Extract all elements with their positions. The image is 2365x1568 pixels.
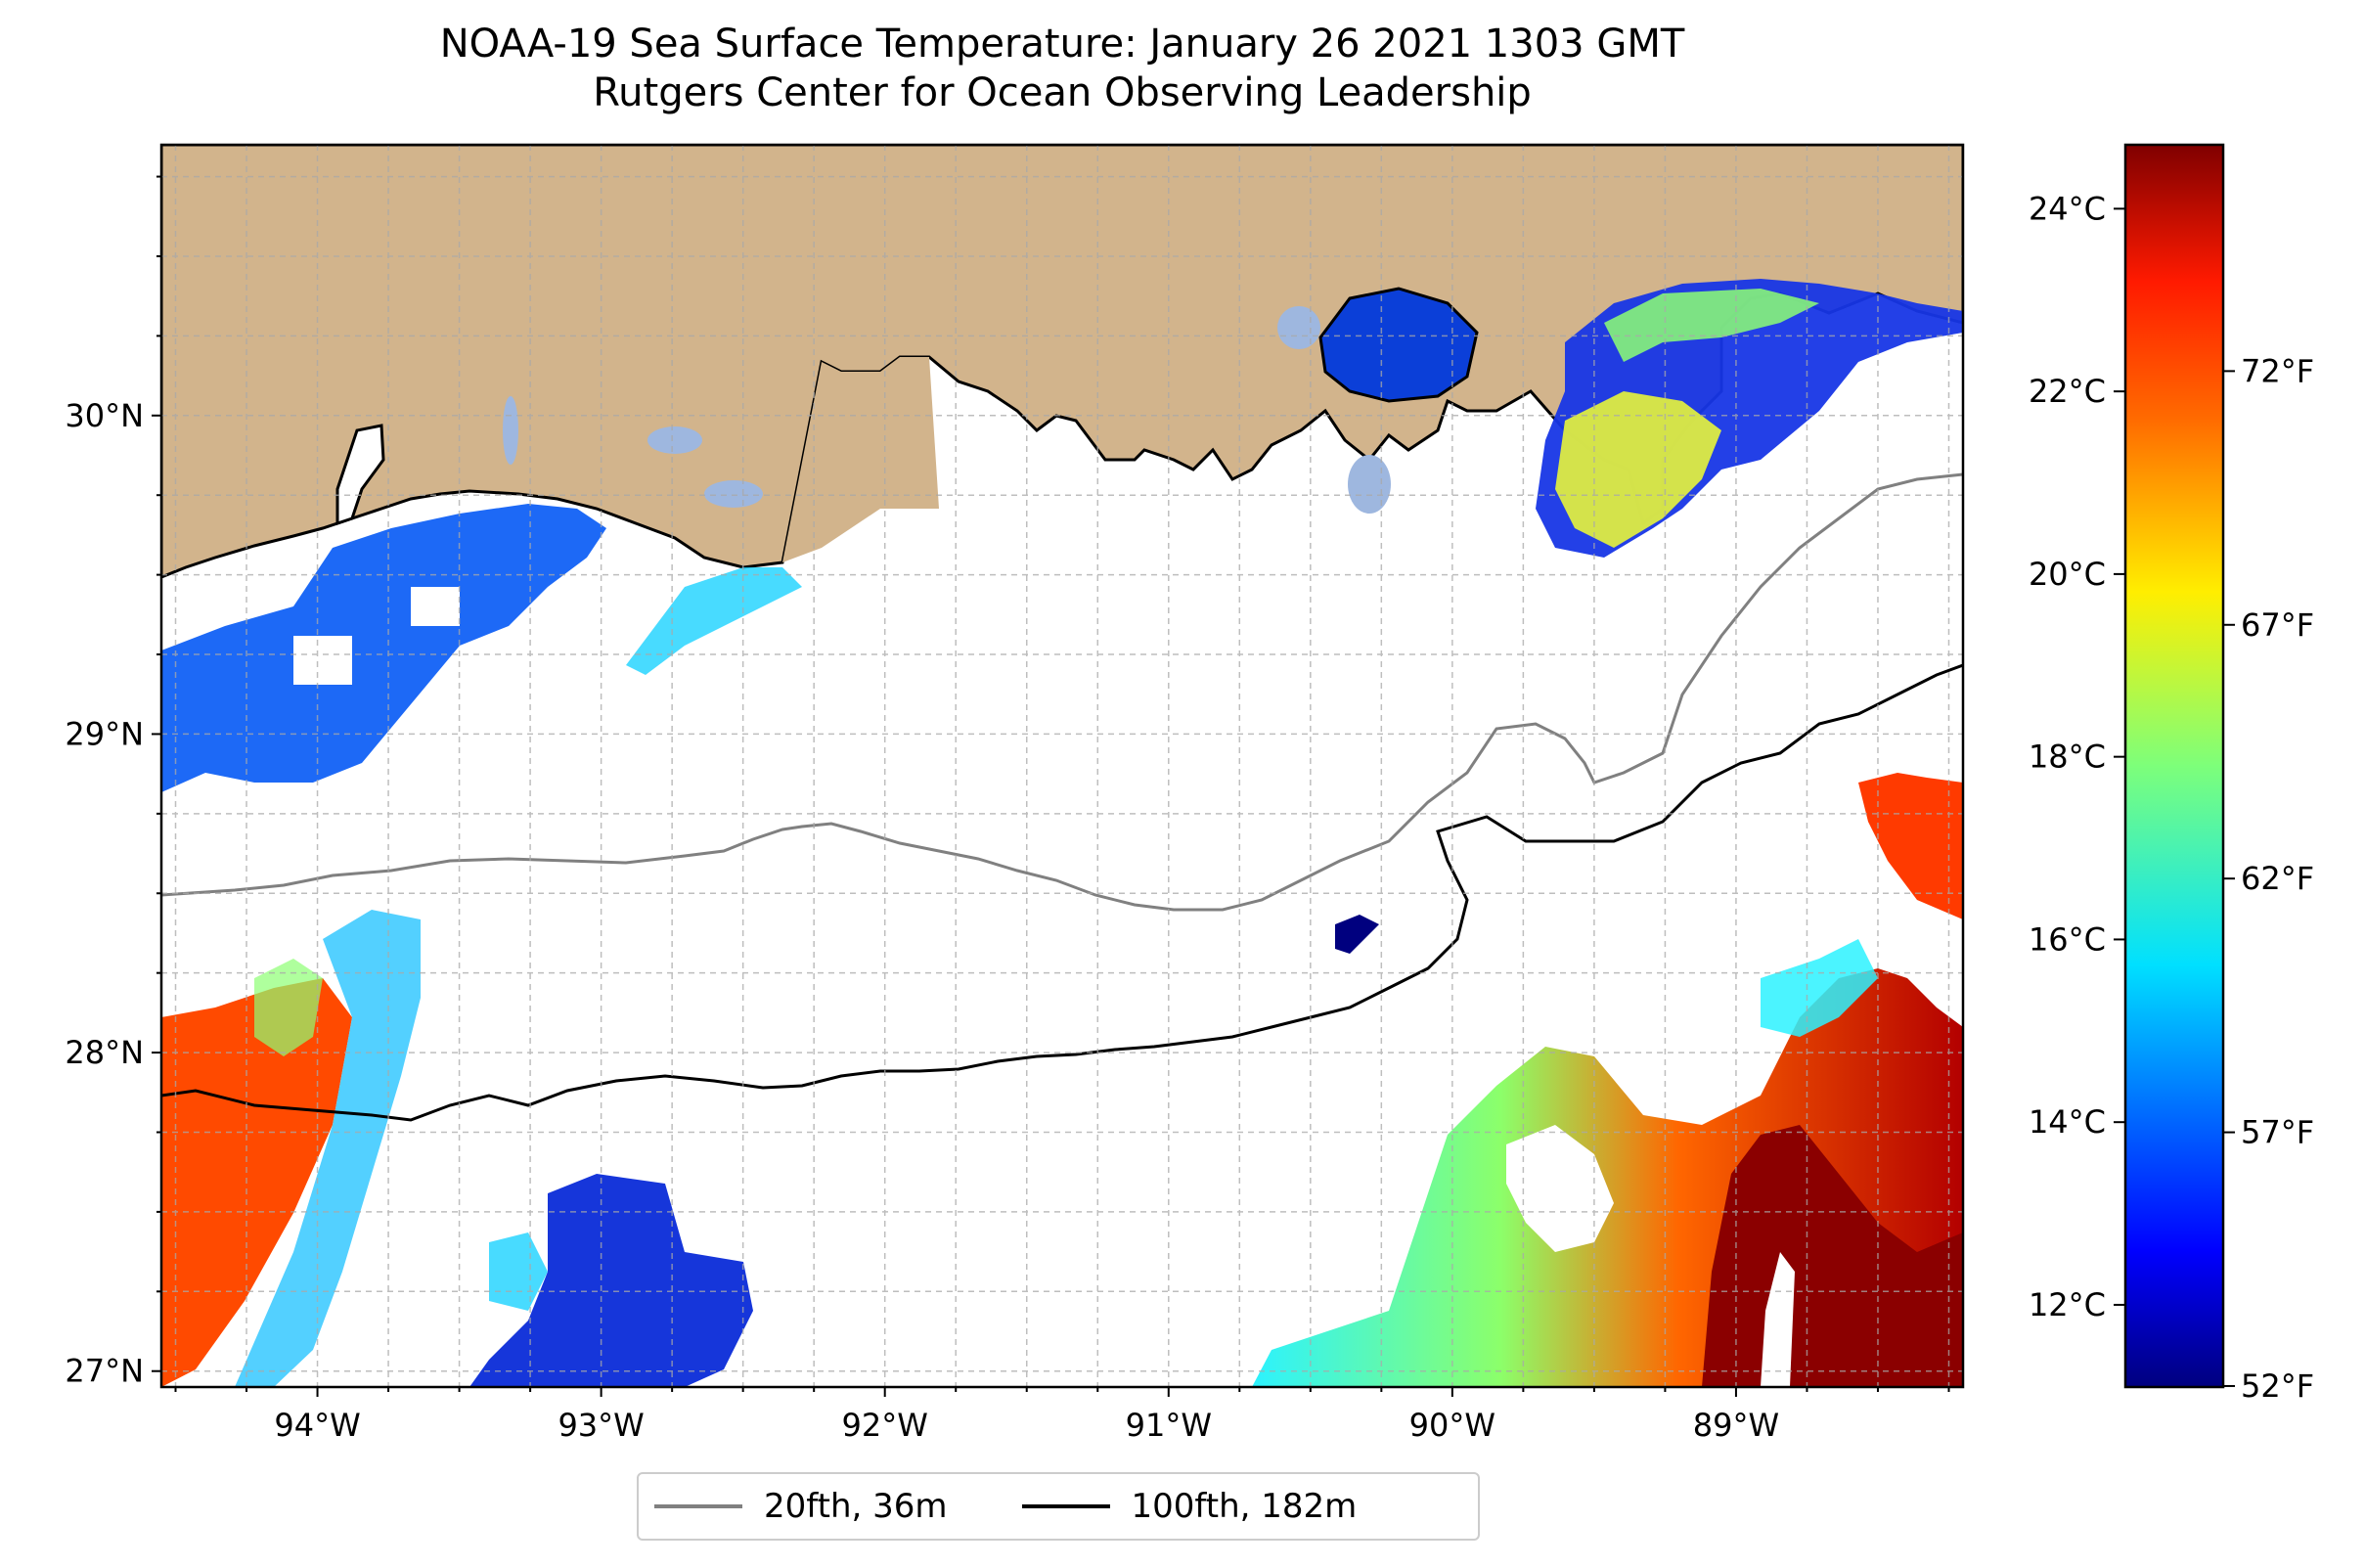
lon-tick-label: 89°W: [1693, 1407, 1779, 1444]
sst-west-coastal: [161, 504, 606, 792]
colorbar-celsius-axis: 12°C 14°C 16°C 18°C 20°C 22°C 24°C: [2029, 190, 2125, 1323]
latitude-axis: 27°N 28°N 29°N 30°N: [65, 175, 161, 1390]
colorbar-fahrenheit-label: 62°F: [2241, 860, 2314, 897]
lake-salvador: [1348, 455, 1391, 514]
colorbar-fahrenheit-label: 57°F: [2241, 1114, 2314, 1151]
isobath-legend: 20fth, 36m 100fth, 182m: [637, 1472, 1480, 1541]
sst-east-edge-warm: [1858, 773, 1963, 919]
sst-west-gap-1: [293, 636, 352, 685]
sst-south-central: [469, 1174, 753, 1387]
colorbar-celsius-label: 12°C: [2029, 1286, 2106, 1323]
lat-tick-label: 28°N: [65, 1034, 144, 1071]
lake-white: [704, 480, 763, 508]
title-line-2: Rutgers Center for Ocean Observing Leade…: [593, 70, 1532, 115]
sst-west-coastal-cyan: [626, 567, 802, 675]
lon-tick-label: 93°W: [558, 1407, 644, 1444]
sabine-lake: [335, 424, 385, 526]
graticule: [161, 145, 1963, 1387]
sst-east-edge-cyan: [1761, 939, 1878, 1037]
lon-tick-label: 90°W: [1409, 1407, 1495, 1444]
lat-tick-label: 30°N: [65, 397, 144, 434]
lake-calcasieu: [503, 396, 518, 465]
sst-southeast-gap: [1761, 1252, 1795, 1387]
sst-southwest-mixed: [235, 910, 421, 1387]
sst-west-gap-2: [411, 587, 460, 626]
colorbar-celsius-label: 20°C: [2029, 556, 2106, 593]
legend-entry-100fth: 100fth, 182m: [1006, 1487, 1358, 1526]
sst-southwest-green: [254, 959, 323, 1056]
map-frame: [159, 143, 1965, 1389]
colorbar-fahrenheit-label: 67°F: [2241, 606, 2314, 644]
map-area: [161, 145, 1963, 1387]
lon-tick-label: 94°W: [274, 1407, 360, 1444]
colorbar-celsius-label: 24°C: [2029, 190, 2106, 227]
colorbar-celsius-label: 18°C: [2029, 739, 2106, 776]
longitude-axis: 94°W 93°W 92°W 91°W 90°W 89°W: [174, 1387, 1950, 1444]
lake-pontchartrain: [1318, 287, 1479, 403]
sst-southeast-hole: [1506, 1125, 1614, 1252]
lon-tick-label: 91°W: [1126, 1407, 1212, 1444]
sst-east-yellow: [1555, 391, 1721, 548]
legend-label-100fth: 100fth, 182m: [1131, 1487, 1358, 1526]
colorbar-fahrenheit-label: 52°F: [2241, 1367, 2314, 1405]
colorbar-fahrenheit-label: 72°F: [2241, 352, 2314, 389]
lat-tick-label: 27°N: [65, 1353, 144, 1390]
map-title: NOAA-19 Sea Surface Temperature: January…: [161, 20, 1963, 117]
land-coast-refine: [782, 357, 939, 562]
colorbar-fahrenheit-axis: 52°F 57°F 62°F 67°F 72°F: [2223, 352, 2314, 1405]
lat-tick-label: 29°N: [65, 715, 144, 752]
sst-southwest-warm: [161, 978, 352, 1387]
lake-maurepas: [1277, 306, 1320, 349]
colorbar-celsius-label: 22°C: [2029, 373, 2106, 410]
title-line-1: NOAA-19 Sea Surface Temperature: January…: [439, 22, 1685, 67]
legend-label-20fth: 20fth, 36m: [764, 1487, 948, 1526]
lon-tick-label: 92°W: [842, 1407, 928, 1444]
legend-swatch-100fth: [1021, 1504, 1110, 1508]
isobath-100fth-line: [161, 663, 1963, 1122]
colorbar-celsius-label: 14°C: [2029, 1103, 2106, 1141]
lake-grand: [647, 426, 702, 454]
isobath-20fth-line: [161, 472, 1963, 912]
legend-swatch-20fth: [654, 1504, 742, 1508]
sst-small-dark-patch: [1335, 915, 1379, 954]
colorbar-gradient: [2123, 143, 2225, 1389]
legend-entry-20fth: 20fth, 36m: [639, 1487, 948, 1526]
sst-east-green: [1604, 289, 1819, 362]
colorbar-celsius-label: 16°C: [2029, 920, 2106, 958]
